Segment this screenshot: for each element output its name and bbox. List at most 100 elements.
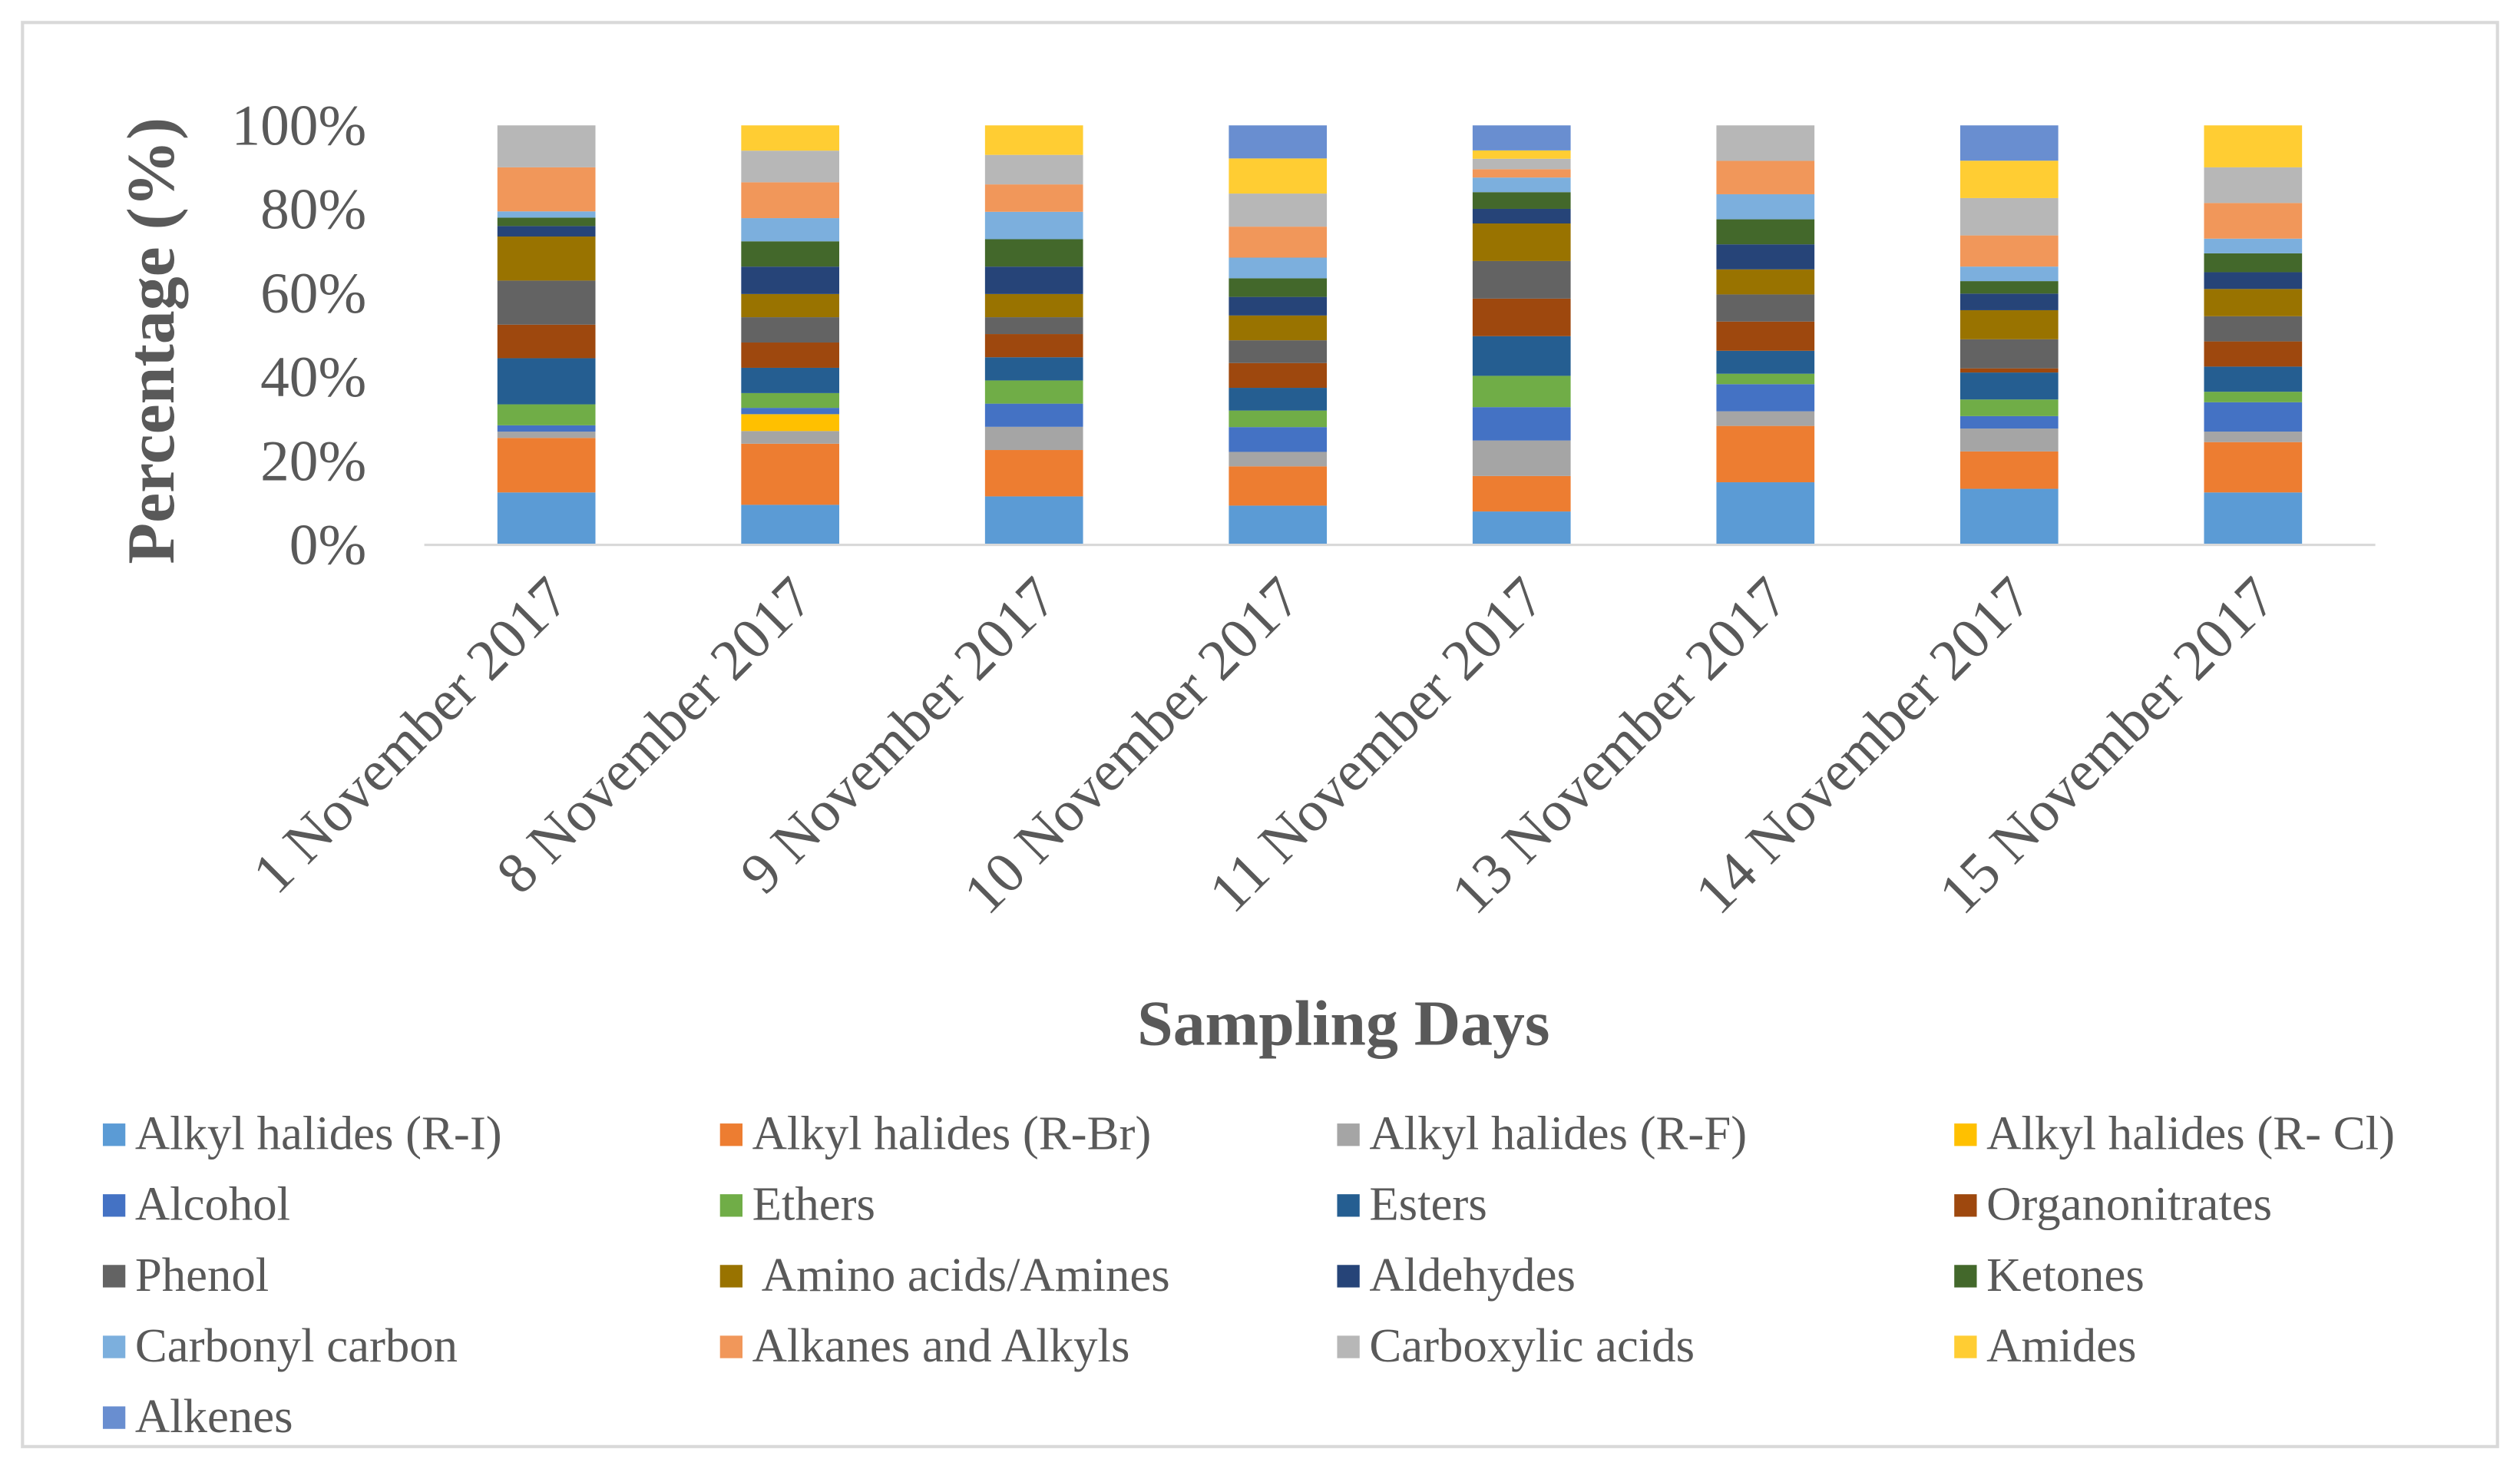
legend-item: Organonitrates xyxy=(1954,1173,2485,1238)
bar-segment xyxy=(741,431,840,444)
bar-segment xyxy=(497,226,596,237)
bar-segment xyxy=(1716,350,1815,374)
bar-segment xyxy=(497,324,596,359)
bar-segment xyxy=(1472,158,1571,170)
bar-segment xyxy=(1716,160,1815,194)
bar-segment xyxy=(1472,336,1571,376)
legend-item: Alkyl halides (R- Cl) xyxy=(1954,1103,2485,1167)
bar-segment xyxy=(984,317,1083,335)
legend-swatch xyxy=(719,1123,743,1146)
y-tick-label: 80% xyxy=(260,178,366,242)
bar-segment xyxy=(1472,150,1571,159)
legend-label: Esters xyxy=(1369,1178,1487,1232)
bar-segment xyxy=(2204,125,2303,167)
bar-segment xyxy=(497,211,596,218)
legend-swatch xyxy=(719,1265,743,1288)
bar-segment xyxy=(1959,266,2059,282)
bar-segment xyxy=(1472,376,1571,408)
bar-segment xyxy=(2204,167,2303,203)
bar-segment xyxy=(741,317,840,343)
bar-segment xyxy=(1959,415,2059,429)
bar-segment xyxy=(1959,235,2059,267)
legend-label: Alcohol xyxy=(134,1178,291,1232)
legend-label: Amides xyxy=(1986,1319,2137,1373)
legend-label: Organonitrates xyxy=(1986,1178,2273,1232)
legend-label: Carbonyl carbon xyxy=(134,1319,458,1373)
bar-segment xyxy=(741,266,840,294)
legend-label: Alkyl halides (R-Br) xyxy=(752,1107,1152,1161)
legend-label: Ketones xyxy=(1986,1249,2145,1302)
bar-segment xyxy=(1472,177,1571,193)
legend-label: Phenol xyxy=(134,1249,270,1302)
legend-item: Alkanes and Alkyls xyxy=(719,1315,1338,1379)
legend-swatch xyxy=(1954,1335,1977,1358)
legend-label: Alkenes xyxy=(134,1390,293,1444)
bar-segment xyxy=(2204,402,2303,432)
legend-swatch xyxy=(1337,1194,1360,1217)
bar-segment xyxy=(984,426,1083,451)
bar-segment xyxy=(2204,341,2303,367)
bar-segment xyxy=(2204,366,2303,392)
bar-segment xyxy=(984,496,1083,545)
bar-segment xyxy=(1229,158,1328,194)
y-axis-title: Percentage (%) xyxy=(114,117,189,564)
bar-segment xyxy=(497,358,596,405)
bar-segment xyxy=(741,293,840,318)
bar-segment xyxy=(741,182,840,219)
bar-segment xyxy=(497,404,596,425)
bar-segment xyxy=(1959,309,2059,339)
legend-swatch xyxy=(102,1406,126,1429)
bar-segment xyxy=(1472,223,1571,261)
bar-segment xyxy=(2204,392,2303,402)
bar-segment xyxy=(1229,466,1328,506)
bar-segment xyxy=(1229,362,1328,389)
bar-segment xyxy=(1229,194,1328,227)
legend-item: Esters xyxy=(1337,1173,1954,1238)
bar-segment xyxy=(1959,399,2059,416)
bar-segment xyxy=(741,218,840,242)
bar-segment xyxy=(1959,372,2059,400)
bar-segment xyxy=(497,280,596,325)
bar-segment xyxy=(984,125,1083,155)
bar-segment xyxy=(497,438,596,493)
bar-segment xyxy=(741,408,840,415)
bar-segment xyxy=(741,125,840,151)
bar-segment xyxy=(2204,492,2303,545)
bar-segment xyxy=(1959,160,2059,198)
legend-label: Alkyl halides (R- Cl) xyxy=(1986,1107,2396,1161)
legend-item: Phenol xyxy=(102,1244,720,1309)
bar-segment xyxy=(984,211,1083,240)
bar-segment xyxy=(1229,125,1328,159)
legend-label: Alkyl halides (R-F) xyxy=(1369,1107,1748,1161)
legend-label: Aldehydes xyxy=(1369,1249,1576,1302)
legend-label: Alkyl halides (R-I) xyxy=(134,1107,502,1161)
bar-segment xyxy=(984,403,1083,427)
bar-segment xyxy=(1959,428,2059,452)
legend-item: Ketones xyxy=(1954,1244,2485,1309)
bar-segment xyxy=(1229,315,1328,341)
legend-swatch xyxy=(102,1335,126,1358)
bar-segment xyxy=(1959,197,2059,236)
bar-segment xyxy=(497,425,596,432)
bar-segment xyxy=(2204,238,2303,253)
legend-swatch xyxy=(1954,1265,1977,1288)
bar-segment xyxy=(497,237,596,281)
bars xyxy=(497,125,2303,545)
bar-segment xyxy=(1472,475,1571,512)
y-tick-label: 60% xyxy=(260,262,366,326)
bar-segment xyxy=(1472,169,1571,178)
bar-segment xyxy=(1229,427,1328,452)
bar-segment xyxy=(1959,339,2059,369)
bar-segment xyxy=(741,367,840,393)
bar-segment xyxy=(1229,227,1328,258)
bar-segment xyxy=(1229,410,1328,428)
legend-label: Carboxylic acids xyxy=(1369,1319,1695,1373)
bar-segment xyxy=(1472,192,1571,209)
bar-segment xyxy=(741,505,840,545)
legend-swatch xyxy=(1337,1123,1360,1146)
bar-segment xyxy=(984,450,1083,497)
bar-segment xyxy=(1229,257,1328,279)
legend-swatch xyxy=(1954,1123,1977,1146)
